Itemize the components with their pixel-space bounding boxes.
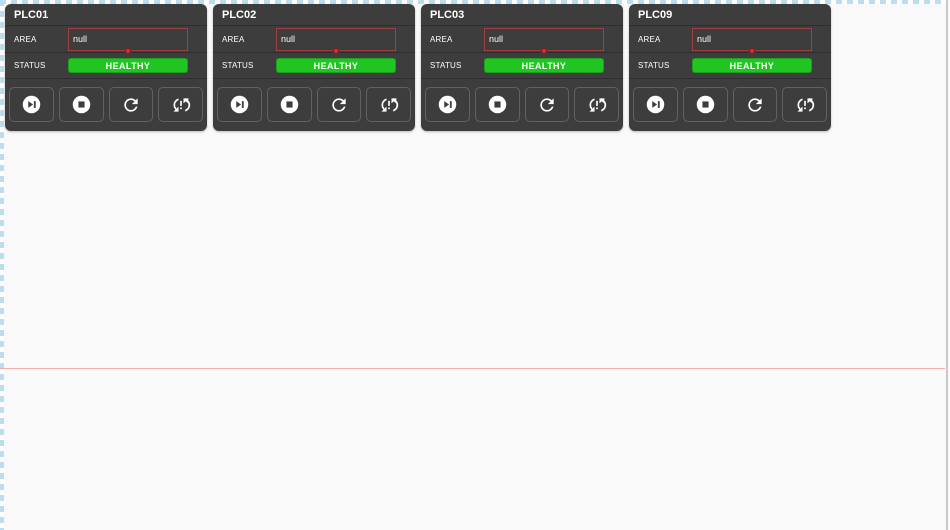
card-button-bar [421, 79, 623, 131]
status-row: STATUS HEALTHY [213, 53, 415, 79]
refresh-icon [540, 97, 554, 112]
plc-card[interactable]: PLC03 AREA null STATUS HEALTHY [421, 4, 623, 131]
card-button-bar [5, 79, 207, 131]
canvas-right-edge [946, 0, 948, 530]
selection-handle[interactable] [541, 47, 547, 54]
card-title: PLC09 [629, 4, 831, 26]
area-value: null [73, 34, 88, 44]
card-button-bar [213, 79, 415, 131]
stop-button[interactable] [474, 87, 520, 122]
plc-card[interactable]: PLC02 AREA null STATUS HEALTHY [213, 4, 415, 131]
start-button[interactable] [425, 87, 470, 122]
status-badge[interactable]: HEALTHY [692, 58, 812, 73]
stop-button[interactable] [682, 87, 728, 122]
start-button[interactable] [633, 87, 678, 122]
not-started-icon [22, 95, 41, 114]
status-row: STATUS HEALTHY [629, 53, 831, 79]
area-row: AREA null [213, 26, 415, 54]
plc-card[interactable]: PLC09 AREA null STATUS HEALTHY [629, 4, 831, 131]
area-label: AREA [14, 34, 37, 44]
area-label: AREA [430, 34, 453, 44]
sync-problem-icon [381, 97, 398, 112]
card-title: PLC01 [5, 4, 207, 26]
area-label: AREA [222, 34, 245, 44]
selection-handle[interactable] [333, 47, 339, 54]
status-badge[interactable]: HEALTHY [276, 58, 396, 73]
stop-circle-icon [280, 95, 298, 114]
refresh-button[interactable] [108, 87, 154, 122]
status-label: STATUS [430, 61, 462, 70]
area-input[interactable]: null [276, 27, 396, 54]
card-button-bar [629, 79, 831, 131]
refresh-button[interactable] [524, 87, 570, 122]
refresh-icon [332, 97, 346, 112]
sync-problem-icon [173, 97, 190, 112]
start-button[interactable] [9, 87, 54, 122]
stop-circle-icon [488, 95, 506, 114]
refresh-button[interactable] [732, 87, 778, 122]
stop-button[interactable] [58, 87, 104, 122]
area-row: AREA null [5, 26, 207, 54]
area-input[interactable]: null [68, 27, 188, 54]
refresh-icon [124, 97, 138, 112]
stop-circle-icon [72, 95, 90, 114]
area-value: null [697, 34, 712, 44]
status-row: STATUS HEALTHY [5, 53, 207, 79]
area-label: AREA [638, 34, 661, 44]
area-input[interactable]: null [692, 27, 812, 54]
selection-handle[interactable] [125, 47, 131, 54]
sync-problem-icon [797, 97, 814, 112]
not-started-icon [230, 95, 249, 114]
area-row: AREA null [421, 26, 623, 54]
refresh-button[interactable] [316, 87, 362, 122]
alignment-guide-line [0, 368, 945, 369]
status-row: STATUS HEALTHY [421, 53, 623, 79]
card-title: PLC03 [421, 4, 623, 26]
sync-problem-icon [589, 97, 606, 112]
sync-problem-button[interactable] [574, 87, 619, 122]
sync-problem-button[interactable] [366, 87, 411, 122]
stop-circle-icon [696, 95, 714, 114]
sync-problem-button[interactable] [782, 87, 827, 122]
plc-card-row: PLC01 AREA null STATUS HEALTHY [5, 4, 831, 131]
sync-problem-button[interactable] [158, 87, 203, 122]
canvas-top-dashed-border [0, 0, 945, 4]
card-title: PLC02 [213, 4, 415, 26]
status-badge[interactable]: HEALTHY [484, 58, 604, 73]
area-input[interactable]: null [484, 27, 604, 54]
area-value: null [489, 34, 504, 44]
area-value: null [281, 34, 296, 44]
not-started-icon [646, 95, 665, 114]
not-started-icon [438, 95, 457, 114]
area-row: AREA null [629, 26, 831, 54]
selection-handle[interactable] [749, 47, 755, 54]
refresh-icon [748, 97, 762, 112]
status-badge[interactable]: HEALTHY [68, 58, 188, 73]
plc-card[interactable]: PLC01 AREA null STATUS HEALTHY [5, 4, 207, 131]
start-button[interactable] [217, 87, 262, 122]
stop-button[interactable] [266, 87, 312, 122]
status-label: STATUS [222, 61, 254, 70]
canvas-left-dashed-border [0, 0, 4, 530]
status-label: STATUS [14, 61, 46, 70]
status-label: STATUS [638, 61, 670, 70]
